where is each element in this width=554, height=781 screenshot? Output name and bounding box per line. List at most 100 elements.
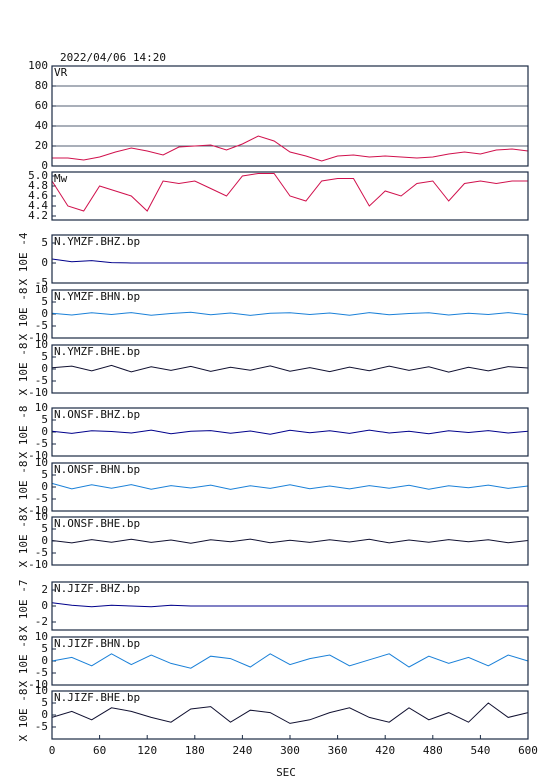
waveform [51, 311, 529, 316]
y-tick-label: 10 [35, 510, 48, 523]
panel-frame [51, 581, 529, 631]
x-tick-label: 600 [518, 744, 538, 757]
y-tick-label: 5 [41, 696, 48, 709]
y-tick-label: 0 [41, 307, 48, 320]
y-tick-label: 0 [41, 654, 48, 667]
y-tick-label: 100 [28, 59, 48, 72]
y-tick-label: 40 [35, 119, 48, 132]
panel-frame [51, 516, 529, 566]
y-axis-label: X 10E -8 [17, 461, 30, 514]
panel-frame [51, 344, 529, 394]
waveform [51, 258, 528, 264]
y-tick-label: -5 [35, 319, 48, 332]
x-tick-label: 360 [328, 744, 348, 757]
y-tick-label: 10 [35, 456, 48, 469]
y-tick-label: 60 [35, 99, 48, 112]
y-tick-label: 4.6 [28, 189, 48, 202]
panel-label: N.ONSF.BHN.bp [54, 463, 140, 476]
y-tick-label: -5 [35, 720, 48, 733]
y-tick-label: -5 [35, 666, 48, 679]
y-tick-label: 10 [35, 630, 48, 643]
y-axis-label: X 10E -7 [17, 580, 30, 633]
panel-frame [51, 234, 529, 284]
y-tick-label: -2 [35, 615, 48, 628]
y-tick-label: 10 [35, 684, 48, 697]
y-tick-label: -5 [35, 374, 48, 387]
y-tick-label: -10 [28, 504, 48, 517]
y-tick-label: 10 [35, 401, 48, 414]
panel-label: N.ONSF.BHE.bp [54, 517, 140, 530]
y-tick-label: 5.0 [28, 169, 48, 182]
x-tick-label: 240 [232, 744, 252, 757]
y-tick-label: -10 [28, 678, 48, 691]
y-tick-label: 0 [41, 159, 48, 172]
y-tick-label: 0 [41, 256, 48, 269]
waveform [51, 429, 529, 435]
y-tick-label: 10 [35, 338, 48, 351]
y-tick-label: 0 [41, 425, 48, 438]
panel-label: N.ONSF.BHZ.bp [54, 408, 140, 421]
y-tick-label: 5 [41, 642, 48, 655]
y-axis-label: X 10E -8 [17, 515, 30, 568]
y-tick-label: 2 [41, 583, 48, 596]
panel-label: N.JIZF.BHE.bp [54, 691, 140, 704]
y-tick-label: 5 [41, 522, 48, 535]
panel-label: Mw [54, 172, 68, 185]
waveform [51, 653, 529, 669]
y-axis-label: X 10E -8 [17, 635, 30, 688]
waveform [51, 482, 529, 490]
chart-title: 2022/04/06 14:20 [60, 51, 166, 64]
y-tick-label: 80 [35, 79, 48, 92]
panel-label: N.YMZF.BHN.bp [54, 290, 140, 303]
x-tick-label: 480 [423, 744, 443, 757]
y-tick-label: 5 [41, 236, 48, 249]
waveform [51, 538, 529, 544]
x-tick-label: 420 [375, 744, 395, 757]
panel-frame [51, 462, 529, 512]
x-tick-label: 60 [93, 744, 106, 757]
y-axis-label: X 10E -4 [17, 232, 30, 285]
x-tick-label: 540 [470, 744, 490, 757]
panel-frame [51, 407, 529, 457]
waveform [51, 173, 528, 212]
y-tick-label: -5 [35, 276, 48, 289]
y-tick-label: 4.2 [28, 209, 48, 222]
x-axis-label: SEC [276, 766, 296, 779]
x-tick-label: 300 [280, 744, 300, 757]
y-tick-label: 4.8 [28, 179, 48, 192]
x-tick-label: 120 [137, 744, 157, 757]
y-tick-label: -5 [35, 546, 48, 559]
y-tick-label: 0 [41, 599, 48, 612]
y-tick-label: 10 [35, 283, 48, 296]
panel-label: N.YMZF.BHZ.bp [54, 235, 140, 248]
y-tick-label: 0 [41, 708, 48, 721]
x-tick-label: 0 [49, 744, 56, 757]
waveform [51, 364, 529, 373]
panel-frame [51, 171, 529, 221]
panel-frame [51, 289, 529, 339]
panel-label: VR [54, 66, 68, 79]
y-tick-label: 0 [41, 534, 48, 547]
y-tick-label: -5 [35, 437, 48, 450]
y-tick-label: 5 [41, 468, 48, 481]
y-tick-label: 4.4 [28, 199, 48, 212]
y-tick-label: -10 [28, 449, 48, 462]
x-tick-label: 180 [185, 744, 205, 757]
y-axis-label: X 10E -8 [17, 406, 30, 459]
y-tick-label: 5 [41, 295, 48, 308]
y-axis-label: X 10E -8 [17, 689, 30, 742]
panel-label: N.JIZF.BHZ.bp [54, 582, 140, 595]
panel-label: N.YMZF.BHE.bp [54, 345, 140, 358]
panel-label: N.JIZF.BHN.bp [54, 637, 140, 650]
y-tick-label: 0 [41, 362, 48, 375]
y-tick-label: -10 [28, 558, 48, 571]
y-axis-label: X 10E -8 [17, 288, 30, 341]
y-tick-label: 5 [41, 413, 48, 426]
waveform [51, 702, 529, 724]
panel-frame [51, 65, 529, 167]
y-axis-label: X 10E -8 [17, 343, 30, 396]
y-tick-label: 5 [41, 350, 48, 363]
waveform [52, 135, 529, 162]
y-tick-label: -5 [35, 492, 48, 505]
